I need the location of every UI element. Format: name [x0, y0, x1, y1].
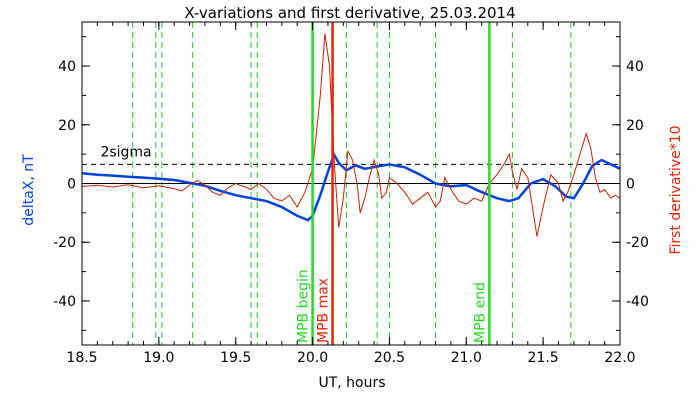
marker-layer: MPB begin MPB max MPB end: [296, 22, 491, 345]
y-axis-left-label: deltaX, nT: [21, 154, 37, 226]
x-tick-label: 20.0: [297, 350, 328, 366]
x-tick-label: 19.0: [143, 350, 174, 366]
x-tick-label: 20.5: [374, 350, 405, 366]
y-tick-label-left: 20: [58, 118, 76, 134]
y-tick-label-right: 20: [626, 118, 644, 134]
x-axis-label: UT, hours: [318, 375, 385, 391]
y-tick-label-left: 0: [67, 177, 76, 193]
y-tick-label-right: -40: [626, 294, 649, 310]
marker-label: MPB max: [316, 278, 332, 343]
marker-label: MPB end: [472, 282, 488, 343]
y-tick-label-right: 0: [626, 177, 635, 193]
sigma-label: 2sigma: [100, 144, 151, 160]
y-axis-right-label: First derivative*10: [668, 125, 684, 254]
y-tick-label-right: -20: [626, 235, 649, 251]
axes-layer: 18.5 19.0 19.5 20.0 20.5 21.0 21.5 22.0 -40 -20 0 2…: [53, 21, 649, 366]
y-tick-label-left: 40: [58, 59, 76, 75]
chart-title: X-variations and first derivative, 25.03…: [184, 4, 515, 22]
y-tick-label-left: -20: [53, 235, 76, 251]
series-layer: [81, 33, 621, 237]
x-tick-label: 22.0: [604, 350, 635, 366]
derivative-series-line: [81, 33, 621, 237]
deltax-series-line: [81, 151, 621, 222]
marker-label: MPB begin: [296, 269, 312, 343]
x-tick-label: 21.0: [451, 350, 482, 366]
x-tick-label: 18.5: [66, 350, 97, 366]
y-tick-label-left: -40: [53, 294, 76, 310]
y-tick-label-right: 40: [626, 59, 644, 75]
x-tick-label: 21.5: [528, 350, 559, 366]
x-tick-label: 19.5: [220, 350, 251, 366]
grid-layer: 2sigma: [82, 22, 620, 345]
